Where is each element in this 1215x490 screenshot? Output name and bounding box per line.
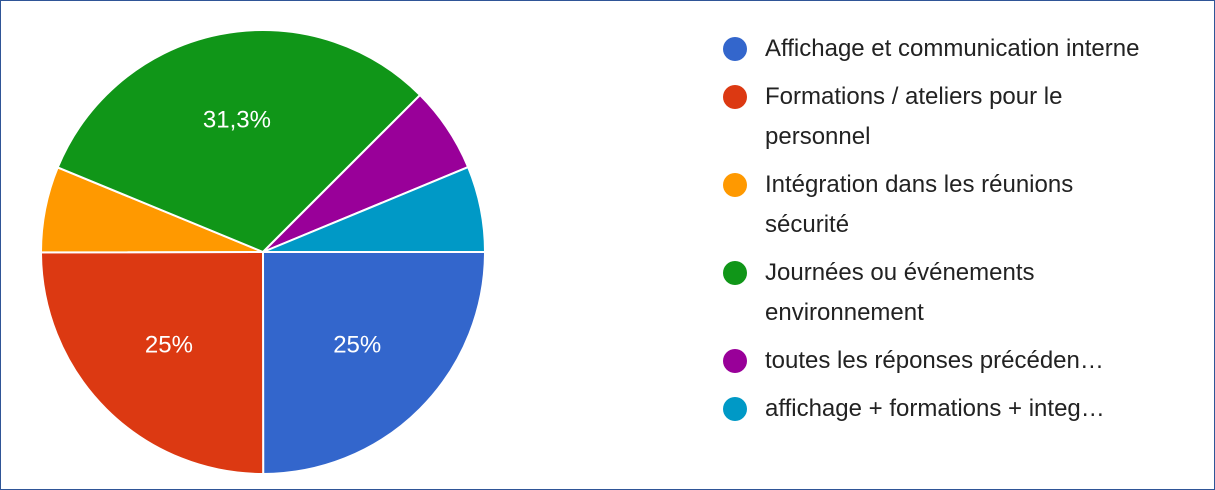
legend: Affichage et communication interne Format…	[723, 29, 1193, 437]
legend-label: Affichage et communication interne	[765, 35, 1140, 62]
legend-dot	[723, 85, 747, 109]
pie-slice	[39, 250, 265, 476]
legend-label: affichage + formations + integ…	[765, 395, 1105, 422]
legend-dot	[723, 173, 747, 197]
value-label: 31,3%	[203, 107, 271, 134]
legend-label: Formations / ateliers pour le personnel	[765, 83, 1063, 150]
legend-item: Intégration dans les réunions sécurité	[723, 165, 1145, 245]
legend-dot	[723, 349, 747, 373]
legend-dot	[723, 397, 747, 421]
pie-slice	[56, 29, 422, 254]
legend-label: toutes les réponses précéden…	[765, 347, 1104, 374]
pie-slice	[261, 251, 487, 476]
value-label: 25%	[333, 331, 381, 358]
legend-item: affichage + formations + integ…	[723, 389, 1145, 429]
pie-slice	[262, 165, 487, 253]
legend-item: Affichage et communication interne	[723, 29, 1145, 69]
legend-label: Intégration dans les réunions sécurité	[765, 171, 1074, 238]
value-label: 25%	[145, 332, 193, 359]
legend-dot	[723, 37, 747, 61]
legend-dot	[723, 261, 747, 285]
legend-item: Journées ou événements environnement	[723, 253, 1145, 333]
legend-item: Formations / ateliers pour le personnel	[723, 77, 1145, 157]
legend-item: toutes les réponses précéden…	[723, 341, 1145, 381]
legend-label: Journées ou événements environnement	[765, 259, 1035, 326]
